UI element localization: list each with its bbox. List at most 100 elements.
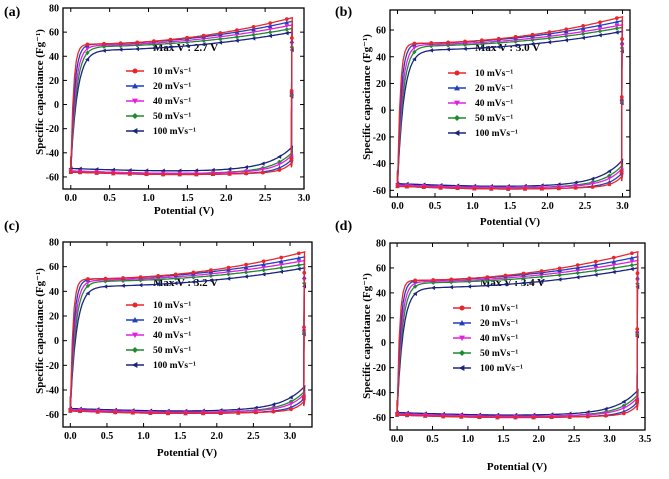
data-point [261, 267, 266, 273]
y-tick-label: 80 [49, 238, 59, 249]
data-point [564, 29, 569, 34]
data-point [156, 282, 160, 287]
data-point [597, 27, 603, 32]
data-point [177, 172, 182, 177]
legend-marker [132, 317, 138, 323]
data-point [296, 259, 302, 264]
data-point [94, 171, 99, 175]
y-tick-label: 0 [54, 100, 59, 111]
x-tick-label: 3.0 [616, 201, 629, 212]
legend-marker [132, 98, 138, 104]
data-point [148, 411, 153, 416]
data-point [85, 283, 91, 289]
x-tick-label: 2.0 [211, 431, 224, 442]
plot-area: 0.0 0.5 1.0 1.5 2.0 2.5 3.0 -60 -40 -20 0 20 40 60 10 … [373, 9, 631, 212]
data-point [585, 414, 590, 419]
legend-label: 10 mVs⁻¹ [475, 69, 513, 79]
data-point [302, 270, 307, 275]
legend-label: 50 mVs⁻¹ [153, 112, 191, 122]
data-point [603, 406, 608, 412]
data-point [113, 410, 118, 415]
legend: 10 mVs⁻¹ 20 mVs⁻¹ 40 mVs⁻¹ 50 mVs⁻¹ 100 mVs⁻… [448, 69, 518, 139]
legend-label: 100 mVs⁻¹ [153, 127, 196, 137]
legend-label: 20 mVs⁻¹ [480, 319, 518, 329]
data-point [185, 35, 189, 40]
data-point [271, 409, 276, 414]
legend-label: 40 mVs⁻¹ [475, 99, 513, 109]
legend-label: 10 mVs⁻¹ [153, 301, 191, 311]
data-point [575, 265, 580, 270]
data-point [130, 410, 135, 415]
data-point [463, 39, 467, 44]
data-point [244, 171, 249, 176]
data-point [429, 48, 434, 53]
data-point [243, 265, 249, 269]
data-point [289, 407, 293, 412]
data-point [621, 399, 626, 404]
data-point [289, 88, 294, 93]
data-point [260, 167, 265, 172]
legend-marker [132, 68, 138, 74]
y-tick-label: 20 [376, 313, 386, 324]
data-point [85, 47, 90, 51]
data-point [127, 172, 132, 176]
data-point [235, 28, 239, 32]
data-point [161, 172, 165, 177]
y-tick-label: 0 [381, 338, 386, 349]
data-point [284, 17, 289, 21]
y-axis-title: Specific capacitance (Fg⁻¹) [361, 273, 373, 399]
data-point [86, 277, 90, 281]
data-point [431, 285, 435, 291]
data-point [296, 251, 301, 256]
legend-label: 100 mVs⁻¹ [480, 364, 523, 374]
legend-marker [459, 305, 465, 311]
data-point [151, 45, 156, 51]
legend-marker [459, 350, 465, 356]
y-tick-label: 40 [376, 288, 386, 299]
data-point [268, 21, 273, 26]
data-point [261, 259, 266, 264]
data-point [593, 268, 598, 273]
x-tick-label: 2.5 [579, 201, 592, 212]
data-point [467, 284, 472, 289]
data-point [513, 35, 518, 39]
data-point [575, 263, 580, 268]
data-point [611, 263, 617, 268]
data-point [227, 166, 232, 172]
data-point [405, 413, 409, 418]
data-point [513, 415, 518, 420]
data-point [267, 27, 273, 32]
data-point [395, 184, 400, 189]
plot-area: 0.0 0.5 1.0 1.5 2.0 2.5 3.0 3.5 -60 -40 -20 0 20 40 60… [373, 239, 652, 446]
data-point [226, 271, 231, 277]
data-point [261, 262, 266, 267]
data-point [244, 262, 248, 267]
data-point [431, 278, 436, 282]
data-point [121, 276, 125, 280]
data-point [575, 268, 580, 273]
data-point [620, 37, 624, 41]
data-point [557, 277, 562, 282]
data-point [496, 36, 501, 41]
legend-marker [459, 365, 465, 371]
legend: 10 mVs⁻¹ 20 mVs⁻¹ 40 mVs⁻¹ 50 mVs⁻¹ 100 mVs⁻… [453, 304, 523, 374]
data-point [556, 186, 561, 191]
data-point [429, 41, 434, 45]
x-axis-title: Potential (V) [157, 447, 218, 459]
data-point [173, 281, 178, 286]
data-point [301, 395, 306, 400]
panel-label: (d) [335, 219, 352, 234]
legend-marker [459, 320, 465, 326]
y-tick-label: 20 [49, 312, 59, 323]
legend-marker [132, 332, 138, 338]
data-point [218, 36, 223, 42]
y-tick-label: 80 [49, 4, 59, 15]
data-point [102, 41, 106, 46]
data-point [267, 30, 273, 35]
x-tick-label: 2.0 [533, 434, 546, 445]
legend-label: 40 mVs⁻¹ [153, 97, 191, 107]
data-point [156, 273, 161, 278]
y-tick-label: -60 [373, 186, 386, 197]
data-point [607, 176, 612, 181]
data-point [575, 270, 580, 276]
